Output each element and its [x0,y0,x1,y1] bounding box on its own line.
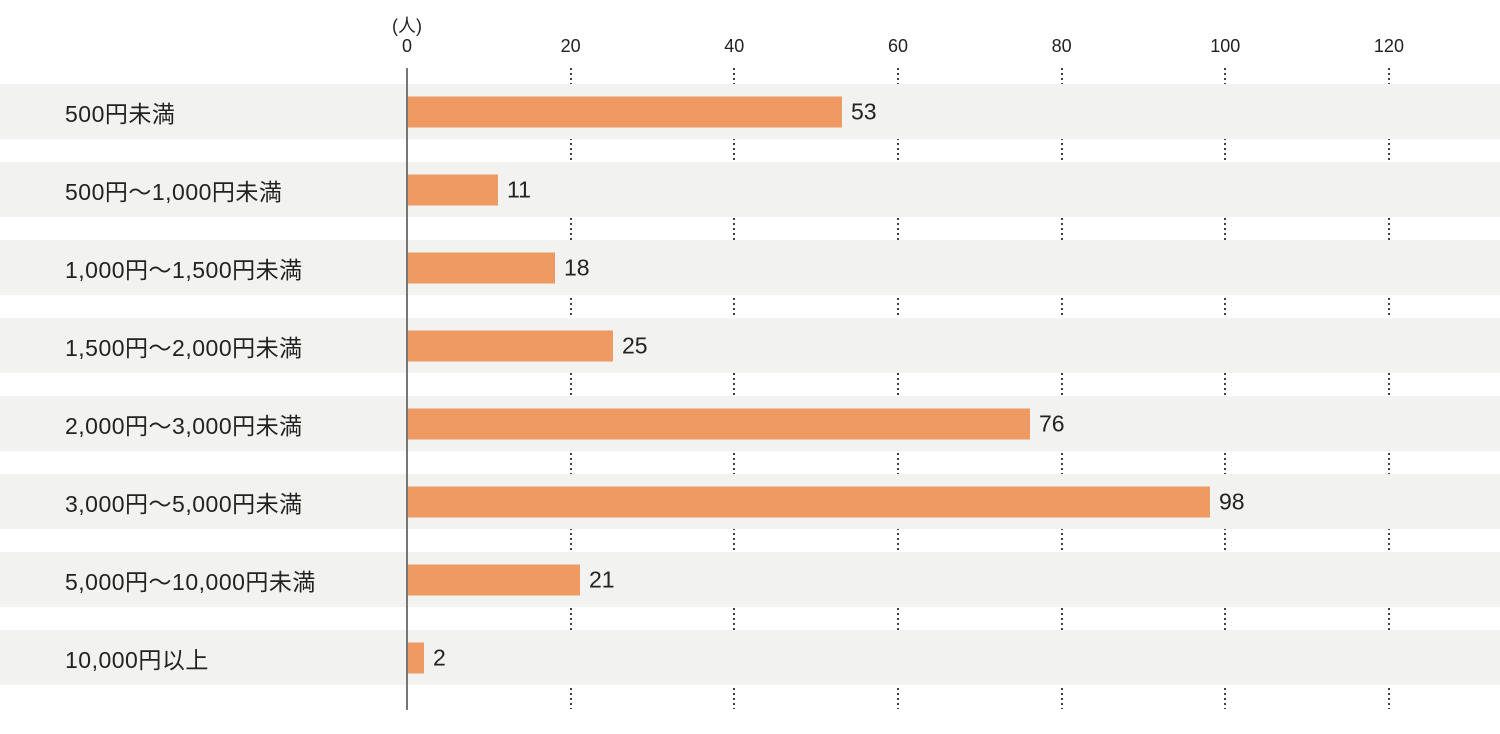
dotted-gridline [1060,68,1063,709]
value-label: 53 [851,98,877,124]
category-row: 5,000円〜10,000円未満 21 [0,552,1500,607]
category-row: 1,500円〜2,000円未満 25 [0,318,1500,373]
bar [408,408,1030,439]
value-label: 18 [564,254,590,280]
category-label: 10,000円以上 [65,646,209,673]
category-row: 10,000円以上 2 [0,630,1500,685]
category-row: 3,000円〜5,000円未満 98 [0,474,1500,529]
dotted-gridline [896,68,899,709]
value-label: 76 [1039,410,1065,436]
dotted-gridline [733,68,736,709]
value-label: 21 [589,566,615,592]
x-axis-tick-label: 40 [724,36,745,56]
category-row: 1,000円〜1,500円未満 18 [0,240,1500,295]
x-axis-tick-label: 0 [401,36,412,56]
dotted-gridline [1387,68,1390,709]
bar [408,486,1210,517]
y-axis-baseline [406,68,408,710]
dotted-gridline [569,68,572,709]
x-axis-tick-label: 120 [1373,36,1404,56]
bar [408,642,424,673]
value-label: 11 [507,176,531,202]
x-axis-tick-label: 80 [1051,36,1072,56]
category-label: 5,000円〜10,000円未満 [65,568,316,595]
axis-unit-label: (人) [392,16,422,36]
category-label: 2,000円〜3,000円未満 [65,412,303,439]
bar [408,174,498,205]
category-label: 500円〜1,000円未満 [65,178,283,205]
category-label: 1,500円〜2,000円未満 [65,334,303,361]
x-axis-tick-label: 20 [560,36,581,56]
bar [408,96,842,127]
category-label: 500円未満 [65,100,176,127]
category-row: 500円未満 53 [0,84,1500,139]
value-label: 25 [622,332,648,358]
category-row: 2,000円〜3,000円未満 76 [0,396,1500,451]
category-row: 500円〜1,000円未満 11 [0,162,1500,217]
value-label: 98 [1219,488,1245,514]
x-axis-tick-label: 60 [887,36,908,56]
category-label: 3,000円〜5,000円未満 [65,490,303,517]
bar [408,330,613,361]
category-label: 1,000円〜1,500円未満 [65,256,303,283]
bar [408,564,580,595]
value-label: 2 [433,644,446,670]
x-axis-tick-label: 100 [1210,36,1241,56]
bar [408,252,555,283]
dotted-gridline [1224,68,1227,709]
